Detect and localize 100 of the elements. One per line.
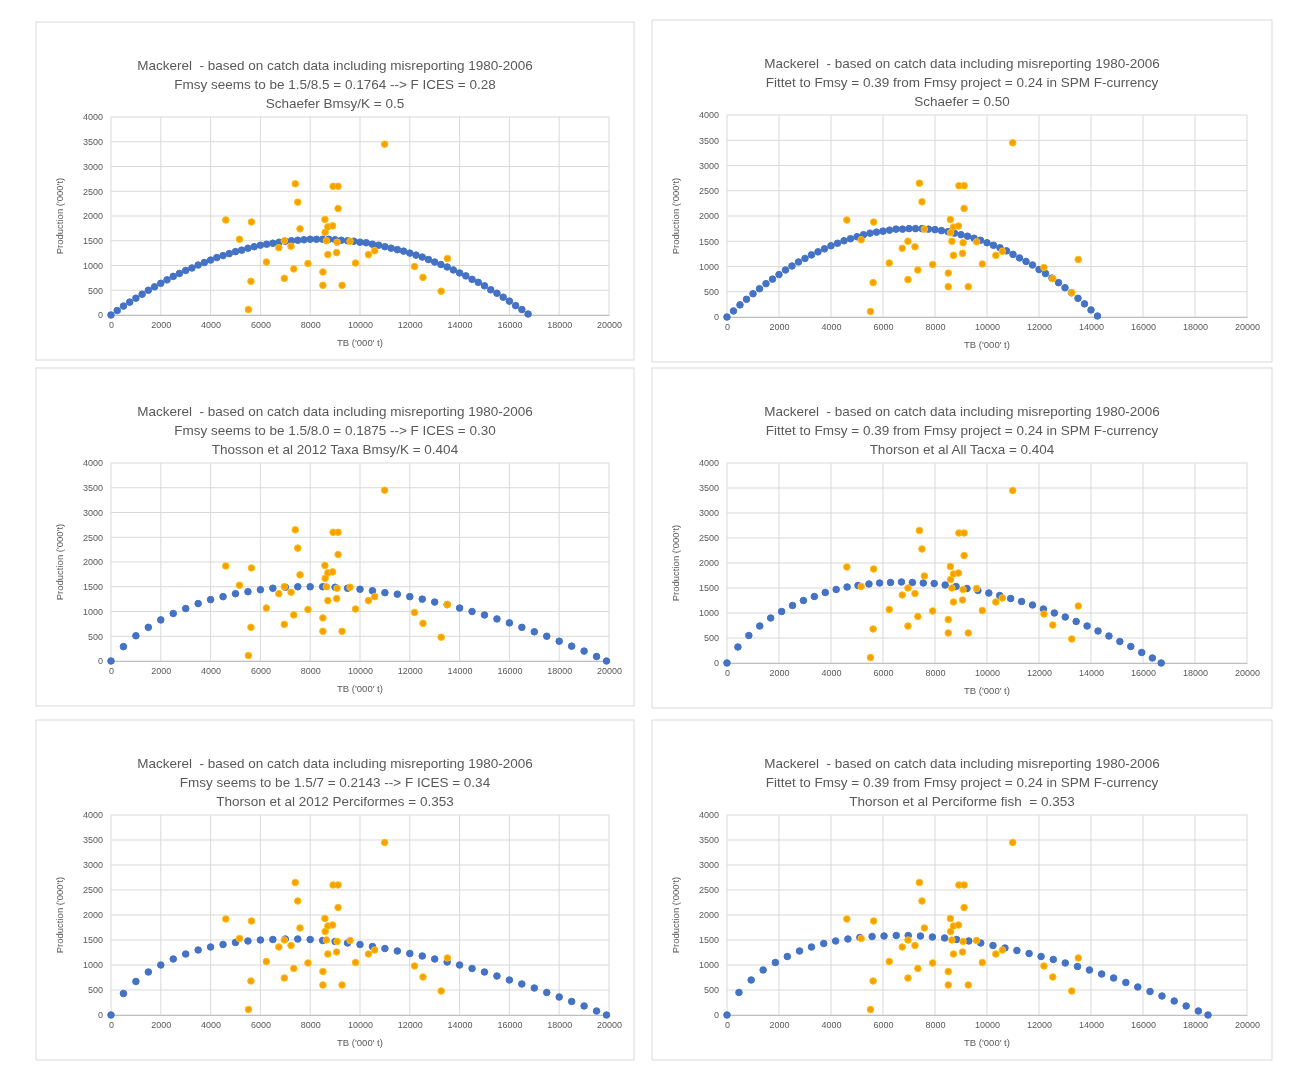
x-tick-label: 18000 bbox=[1182, 1020, 1209, 1031]
x-tick-label: 8000 bbox=[300, 1020, 321, 1031]
x-tick-label: 8000 bbox=[300, 320, 321, 331]
y-tick-label: 3000 bbox=[82, 507, 103, 518]
x-tick-label: 2000 bbox=[151, 666, 172, 677]
x-tick-label: 0 bbox=[724, 668, 731, 679]
x-tick-label: 16000 bbox=[497, 1020, 523, 1031]
y-tick-label: 2500 bbox=[82, 186, 103, 197]
x-tick-label: 20000 bbox=[1234, 668, 1261, 679]
y-tick-label: 4000 bbox=[82, 810, 103, 821]
x-tick-label: 14000 bbox=[447, 320, 473, 331]
y-tick-label: 3500 bbox=[698, 135, 719, 146]
y-tick-label: 0 bbox=[97, 656, 103, 667]
x-tick-label: 12000 bbox=[1026, 668, 1053, 679]
x-axis-title: TB ('000' t) bbox=[964, 339, 1010, 350]
x-tick-label: 10000 bbox=[347, 1020, 374, 1031]
x-tick-label: 6000 bbox=[873, 1020, 894, 1031]
y-tick-label: 2000 bbox=[698, 558, 719, 569]
y-axis-title: Production ('000't) bbox=[670, 177, 681, 255]
x-tick-label: 10000 bbox=[974, 1020, 1001, 1031]
x-tick-label: 10000 bbox=[974, 322, 1001, 333]
x-tick-label: 2000 bbox=[151, 1020, 172, 1031]
x-tick-label: 16000 bbox=[497, 666, 523, 677]
y-axis-title: Production ('000't) bbox=[54, 876, 65, 954]
x-axis-title: TB ('000' t) bbox=[964, 685, 1010, 696]
x-tick-label: 6000 bbox=[250, 320, 271, 331]
y-tick-label: 3500 bbox=[698, 483, 719, 494]
chart-title: Mackerel - based on catch data including misreporting 1980-2006 bbox=[137, 404, 533, 419]
x-tick-label: 16000 bbox=[1130, 322, 1157, 333]
chart-subtitle: Fittet to Fmsy = 0.39 from Fmsy project = 0.24 in SPM F-currency Schaefer = 0.50 bbox=[765, 75, 1159, 109]
y-tick-label: 1000 bbox=[82, 960, 103, 971]
y-tick-label: 500 bbox=[703, 985, 719, 996]
x-tick-label: 8000 bbox=[925, 668, 946, 679]
y-tick-label: 3000 bbox=[698, 860, 719, 871]
y-tick-label: 4000 bbox=[698, 458, 719, 469]
y-tick-label: 2500 bbox=[698, 533, 719, 544]
y-tick-label: 500 bbox=[87, 985, 103, 996]
chart-subtitle: Fittet to Fmsy = 0.39 from Fmsy project = 0.24 in SPM F-currency Thorson et al Perciforme fish = 0.353 bbox=[765, 775, 1159, 809]
y-tick-label: 500 bbox=[87, 631, 103, 642]
y-tick-label: 2000 bbox=[698, 910, 719, 921]
x-tick-label: 14000 bbox=[1078, 1020, 1105, 1031]
x-tick-label: 0 bbox=[108, 320, 115, 331]
y-tick-label: 2000 bbox=[82, 910, 103, 921]
x-tick-label: 4000 bbox=[201, 1020, 222, 1031]
x-tick-label: 12000 bbox=[397, 666, 423, 677]
x-tick-label: 20000 bbox=[596, 666, 623, 677]
y-tick-label: 4000 bbox=[698, 110, 719, 121]
x-tick-label: 18000 bbox=[547, 666, 573, 677]
y-tick-label: 1500 bbox=[698, 236, 719, 247]
x-tick-label: 18000 bbox=[1182, 322, 1209, 333]
y-tick-label: 0 bbox=[97, 310, 103, 321]
x-tick-label: 16000 bbox=[497, 320, 523, 331]
x-tick-label: 0 bbox=[724, 1020, 731, 1031]
y-tick-label: 1500 bbox=[82, 935, 103, 946]
x-tick-label: 0 bbox=[108, 666, 115, 677]
x-tick-label: 8000 bbox=[925, 1020, 946, 1031]
x-tick-label: 6000 bbox=[250, 666, 271, 677]
x-tick-label: 12000 bbox=[1026, 322, 1053, 333]
chart-title: Mackerel - based on catch data including misreporting 1980-2006 bbox=[137, 756, 533, 771]
x-tick-label: 0 bbox=[108, 1020, 115, 1031]
x-tick-label: 18000 bbox=[547, 1020, 573, 1031]
x-tick-label: 4000 bbox=[821, 1020, 842, 1031]
y-tick-label: 2000 bbox=[698, 211, 719, 222]
x-tick-label: 2000 bbox=[151, 320, 172, 331]
y-tick-label: 3000 bbox=[82, 860, 103, 871]
x-tick-label: 12000 bbox=[397, 320, 423, 331]
y-tick-label: 1500 bbox=[82, 582, 103, 593]
x-tick-label: 14000 bbox=[1078, 322, 1105, 333]
y-axis-title: Production ('000't) bbox=[670, 876, 681, 954]
y-axis-title: Production ('000't) bbox=[54, 523, 65, 601]
x-tick-label: 4000 bbox=[821, 668, 842, 679]
x-tick-label: 4000 bbox=[201, 666, 222, 677]
y-tick-label: 4000 bbox=[698, 810, 719, 821]
y-tick-label: 1500 bbox=[698, 935, 719, 946]
x-tick-label: 12000 bbox=[397, 1020, 423, 1031]
y-tick-label: 0 bbox=[713, 312, 719, 323]
y-axis-title: Production ('000't) bbox=[670, 524, 681, 602]
y-tick-label: 1000 bbox=[82, 606, 103, 617]
y-tick-label: 4000 bbox=[82, 458, 103, 469]
y-tick-label: 3500 bbox=[82, 835, 103, 846]
y-tick-label: 1000 bbox=[698, 608, 719, 619]
y-tick-label: 1000 bbox=[82, 260, 103, 271]
x-tick-label: 20000 bbox=[1234, 1020, 1261, 1031]
x-tick-label: 18000 bbox=[1182, 668, 1209, 679]
x-tick-label: 16000 bbox=[1130, 1020, 1157, 1031]
chart-title: Mackerel - based on catch data including misreporting 1980-2006 bbox=[764, 404, 1160, 419]
x-axis-title: TB ('000' t) bbox=[337, 337, 383, 348]
y-tick-label: 2500 bbox=[82, 532, 103, 543]
x-tick-label: 0 bbox=[724, 322, 731, 333]
x-tick-label: 12000 bbox=[1026, 1020, 1053, 1031]
y-tick-label: 0 bbox=[713, 1010, 719, 1021]
y-tick-label: 0 bbox=[97, 1010, 103, 1021]
x-axis-title: TB ('000' t) bbox=[964, 1037, 1010, 1048]
x-tick-label: 18000 bbox=[547, 320, 573, 331]
y-tick-label: 4000 bbox=[82, 112, 103, 123]
x-tick-label: 4000 bbox=[821, 322, 842, 333]
x-tick-label: 14000 bbox=[1078, 668, 1105, 679]
x-tick-label: 10000 bbox=[347, 320, 374, 331]
x-tick-label: 20000 bbox=[596, 320, 623, 331]
y-tick-label: 2500 bbox=[82, 885, 103, 896]
